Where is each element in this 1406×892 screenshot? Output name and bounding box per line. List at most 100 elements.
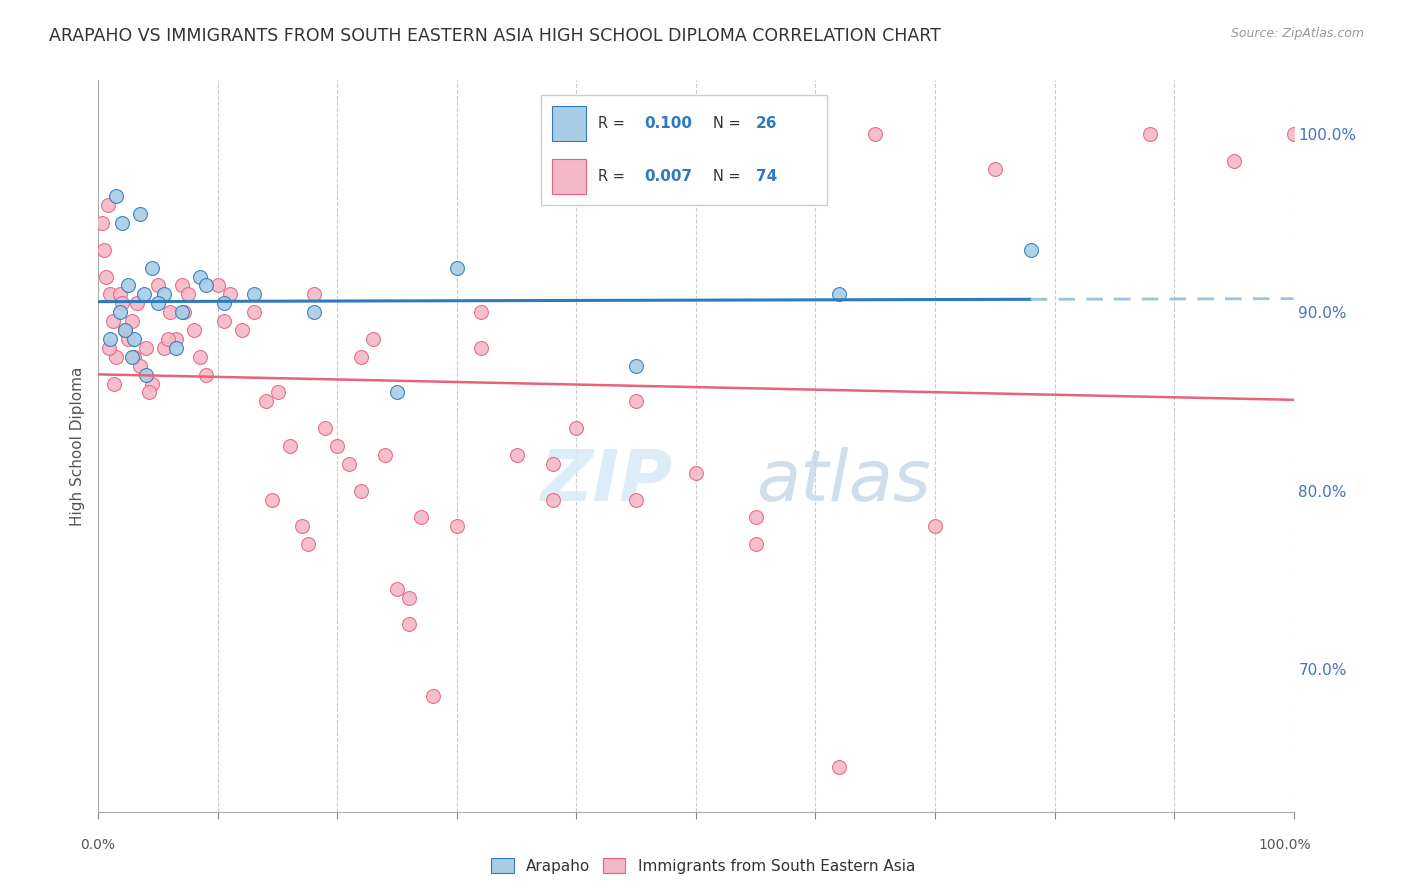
Point xyxy=(183,323,205,337)
Point xyxy=(111,296,134,310)
Y-axis label: High School Diploma: High School Diploma xyxy=(69,367,84,525)
Point xyxy=(98,341,121,355)
Point xyxy=(339,457,361,471)
Point xyxy=(1223,153,1246,168)
Point xyxy=(828,287,851,301)
Point xyxy=(350,483,373,498)
Point xyxy=(219,287,242,301)
Point xyxy=(1139,127,1161,141)
Point xyxy=(111,216,134,230)
Point xyxy=(828,760,851,774)
Text: ZIP: ZIP xyxy=(541,447,673,516)
Point xyxy=(411,510,433,524)
Point xyxy=(98,287,122,301)
Point xyxy=(105,350,128,364)
Point xyxy=(565,421,588,435)
Point xyxy=(984,162,1007,177)
Point xyxy=(685,466,707,480)
Point xyxy=(153,287,176,301)
Point xyxy=(93,243,115,257)
Point xyxy=(94,269,117,284)
Point xyxy=(446,260,468,275)
Point xyxy=(243,305,266,319)
Point xyxy=(121,350,143,364)
Point xyxy=(297,537,319,551)
Point xyxy=(470,341,492,355)
Text: atlas: atlas xyxy=(756,447,931,516)
Point xyxy=(132,287,155,301)
Point xyxy=(172,305,194,319)
Point xyxy=(385,582,409,596)
Point xyxy=(124,332,146,346)
Point xyxy=(114,323,136,337)
Point xyxy=(315,421,337,435)
Point xyxy=(135,368,157,382)
Text: 0.0%: 0.0% xyxy=(80,838,115,853)
Point xyxy=(446,519,468,533)
Point xyxy=(117,332,139,346)
Point xyxy=(124,350,146,364)
Point xyxy=(101,314,124,328)
Point xyxy=(302,287,325,301)
Point xyxy=(125,296,148,310)
Point xyxy=(1019,243,1042,257)
Point xyxy=(141,376,163,391)
Point xyxy=(243,287,266,301)
Point xyxy=(302,305,325,319)
Point xyxy=(129,207,152,221)
Point xyxy=(172,278,194,293)
Point xyxy=(177,287,200,301)
Point xyxy=(153,341,176,355)
Point xyxy=(195,278,218,293)
Point xyxy=(159,305,181,319)
Point xyxy=(195,368,218,382)
Point xyxy=(129,359,152,373)
Point xyxy=(105,189,128,203)
Point xyxy=(91,216,114,230)
Point xyxy=(254,394,277,409)
Point xyxy=(103,376,125,391)
Point xyxy=(165,341,187,355)
Point xyxy=(135,341,157,355)
Point xyxy=(626,359,648,373)
Point xyxy=(865,127,887,141)
Point xyxy=(138,385,160,400)
Point xyxy=(148,278,170,293)
Point xyxy=(924,519,946,533)
Point xyxy=(385,385,409,400)
Point xyxy=(231,323,253,337)
Point xyxy=(97,198,120,212)
Point xyxy=(108,287,131,301)
Point xyxy=(188,269,211,284)
Point xyxy=(212,314,235,328)
Point xyxy=(141,260,163,275)
Text: 100.0%: 100.0% xyxy=(1258,838,1312,853)
Text: ARAPAHO VS IMMIGRANTS FROM SOUTH EASTERN ASIA HIGH SCHOOL DIPLOMA CORRELATION CH: ARAPAHO VS IMMIGRANTS FROM SOUTH EASTERN… xyxy=(49,27,941,45)
Point xyxy=(1282,127,1305,141)
Point xyxy=(291,519,314,533)
Point xyxy=(506,448,529,462)
Point xyxy=(541,492,564,507)
Point xyxy=(117,278,139,293)
Point xyxy=(156,332,179,346)
Point xyxy=(121,314,143,328)
Point xyxy=(422,689,444,703)
Point xyxy=(541,457,564,471)
Point xyxy=(267,385,290,400)
Point xyxy=(114,323,136,337)
Point xyxy=(374,448,396,462)
Point xyxy=(326,439,349,453)
Point xyxy=(398,591,420,605)
Point xyxy=(188,350,211,364)
Point xyxy=(278,439,301,453)
Point xyxy=(363,332,385,346)
Text: Source: ZipAtlas.com: Source: ZipAtlas.com xyxy=(1230,27,1364,40)
Point xyxy=(626,394,648,409)
Point xyxy=(207,278,229,293)
Point xyxy=(148,296,170,310)
Point xyxy=(350,350,373,364)
Point xyxy=(98,332,122,346)
Point xyxy=(260,492,283,507)
Point xyxy=(745,510,768,524)
Point xyxy=(470,305,492,319)
